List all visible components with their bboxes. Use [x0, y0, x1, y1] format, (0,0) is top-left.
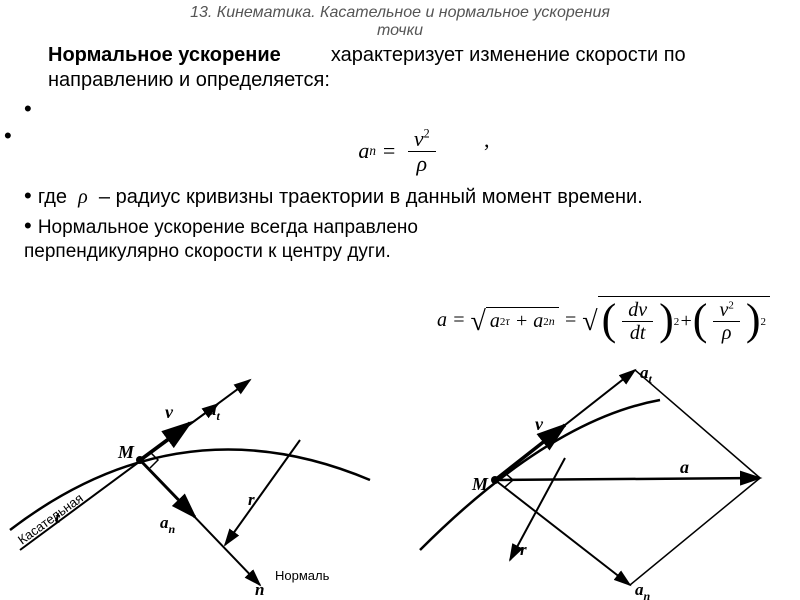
- bullet-2-dot: •: [4, 123, 12, 149]
- an-num-sup: 2: [424, 126, 430, 140]
- an-sub: n: [369, 143, 376, 159]
- plus-2: +: [679, 310, 693, 333]
- an-fraction: v2 ρ: [408, 127, 436, 176]
- label-a-right: a: [680, 457, 689, 477]
- a-eq: a =: [437, 309, 466, 332]
- physics-slide: 13. Кинематика. Касательное и нормальное…: [0, 0, 800, 600]
- rho-definition: • где ρ – радиус кривизны траектории в д…: [24, 182, 776, 210]
- v2rho-sq: 2: [761, 316, 767, 328]
- label-an-sub-right: n: [644, 589, 651, 600]
- an-a: a: [358, 138, 369, 164]
- sqrt-1: √ a2τ + a2n: [471, 304, 559, 336]
- intro-paragraph: Нормальное ускорение характеризует измен…: [24, 43, 776, 93]
- atau-sub: τ: [505, 314, 509, 329]
- an2-a: a: [533, 310, 543, 333]
- dvdt-frac: dv dt: [622, 299, 653, 344]
- direction-note: • Нормальное ускорение всегда направлено…: [24, 212, 554, 264]
- svg-text:an: an: [635, 580, 651, 600]
- v2-sq: 2: [728, 299, 734, 311]
- label-an-sub-left: n: [169, 522, 176, 536]
- label-M-left: M: [117, 442, 135, 462]
- an-num: v: [414, 126, 424, 151]
- formula-full-a: a = √ a2τ + a2n = √ ( dv dt )2 + (: [437, 296, 770, 344]
- label-normal: Нормаль: [275, 568, 330, 583]
- label-r-left: r: [248, 490, 255, 509]
- atau-a: a: [490, 310, 500, 333]
- svg-text:an: an: [160, 513, 176, 536]
- heading-bold: Нормальное ускорение: [48, 44, 281, 66]
- diagram-row: M v at n an r Касательная t Нормаль: [0, 360, 800, 600]
- label-M-right: M: [471, 474, 489, 494]
- v2-v: v: [719, 299, 728, 321]
- an-den: ρ: [410, 152, 433, 176]
- dt: dt: [624, 322, 652, 344]
- slide-section-title: 13. Кинематика. Касательное и нормальное…: [24, 4, 776, 41]
- v2-rho: ρ: [716, 322, 738, 344]
- direction-text: Нормальное ускорение всегда направлено п…: [24, 217, 418, 262]
- bullet-1: [24, 95, 776, 123]
- dv: dv: [622, 299, 653, 322]
- trailing-comma: ,: [484, 127, 490, 153]
- label-n-left: n: [255, 580, 264, 599]
- label-v-right: v: [535, 414, 544, 434]
- an-eq: =: [381, 138, 396, 164]
- rho-rest: – радиус кривизны траектории в данный мо…: [99, 186, 643, 208]
- title-line-2: точки: [377, 22, 423, 39]
- diagram-left: M v at n an r Касательная t Нормаль: [0, 360, 400, 600]
- rho-prefix: где: [38, 186, 67, 208]
- eq-2: =: [564, 309, 578, 332]
- diagram-right: M v at an a r: [400, 360, 800, 600]
- an2-sub: n: [549, 314, 555, 329]
- label-v-left: v: [165, 402, 174, 422]
- sqrt-2: √ ( dv dt )2 + ( v2 ρ )2: [582, 296, 770, 344]
- label-r-right: r: [520, 540, 527, 559]
- plus-1: +: [515, 310, 529, 333]
- v2rho-frac: v2 ρ: [713, 299, 739, 344]
- label-at-sub-left: t: [217, 409, 221, 423]
- rho-symbol: ρ: [78, 186, 88, 208]
- formula-an: • an = v2 ρ ,: [24, 127, 776, 176]
- title-line-1: 13. Кинематика. Касательное и нормальное…: [190, 4, 610, 21]
